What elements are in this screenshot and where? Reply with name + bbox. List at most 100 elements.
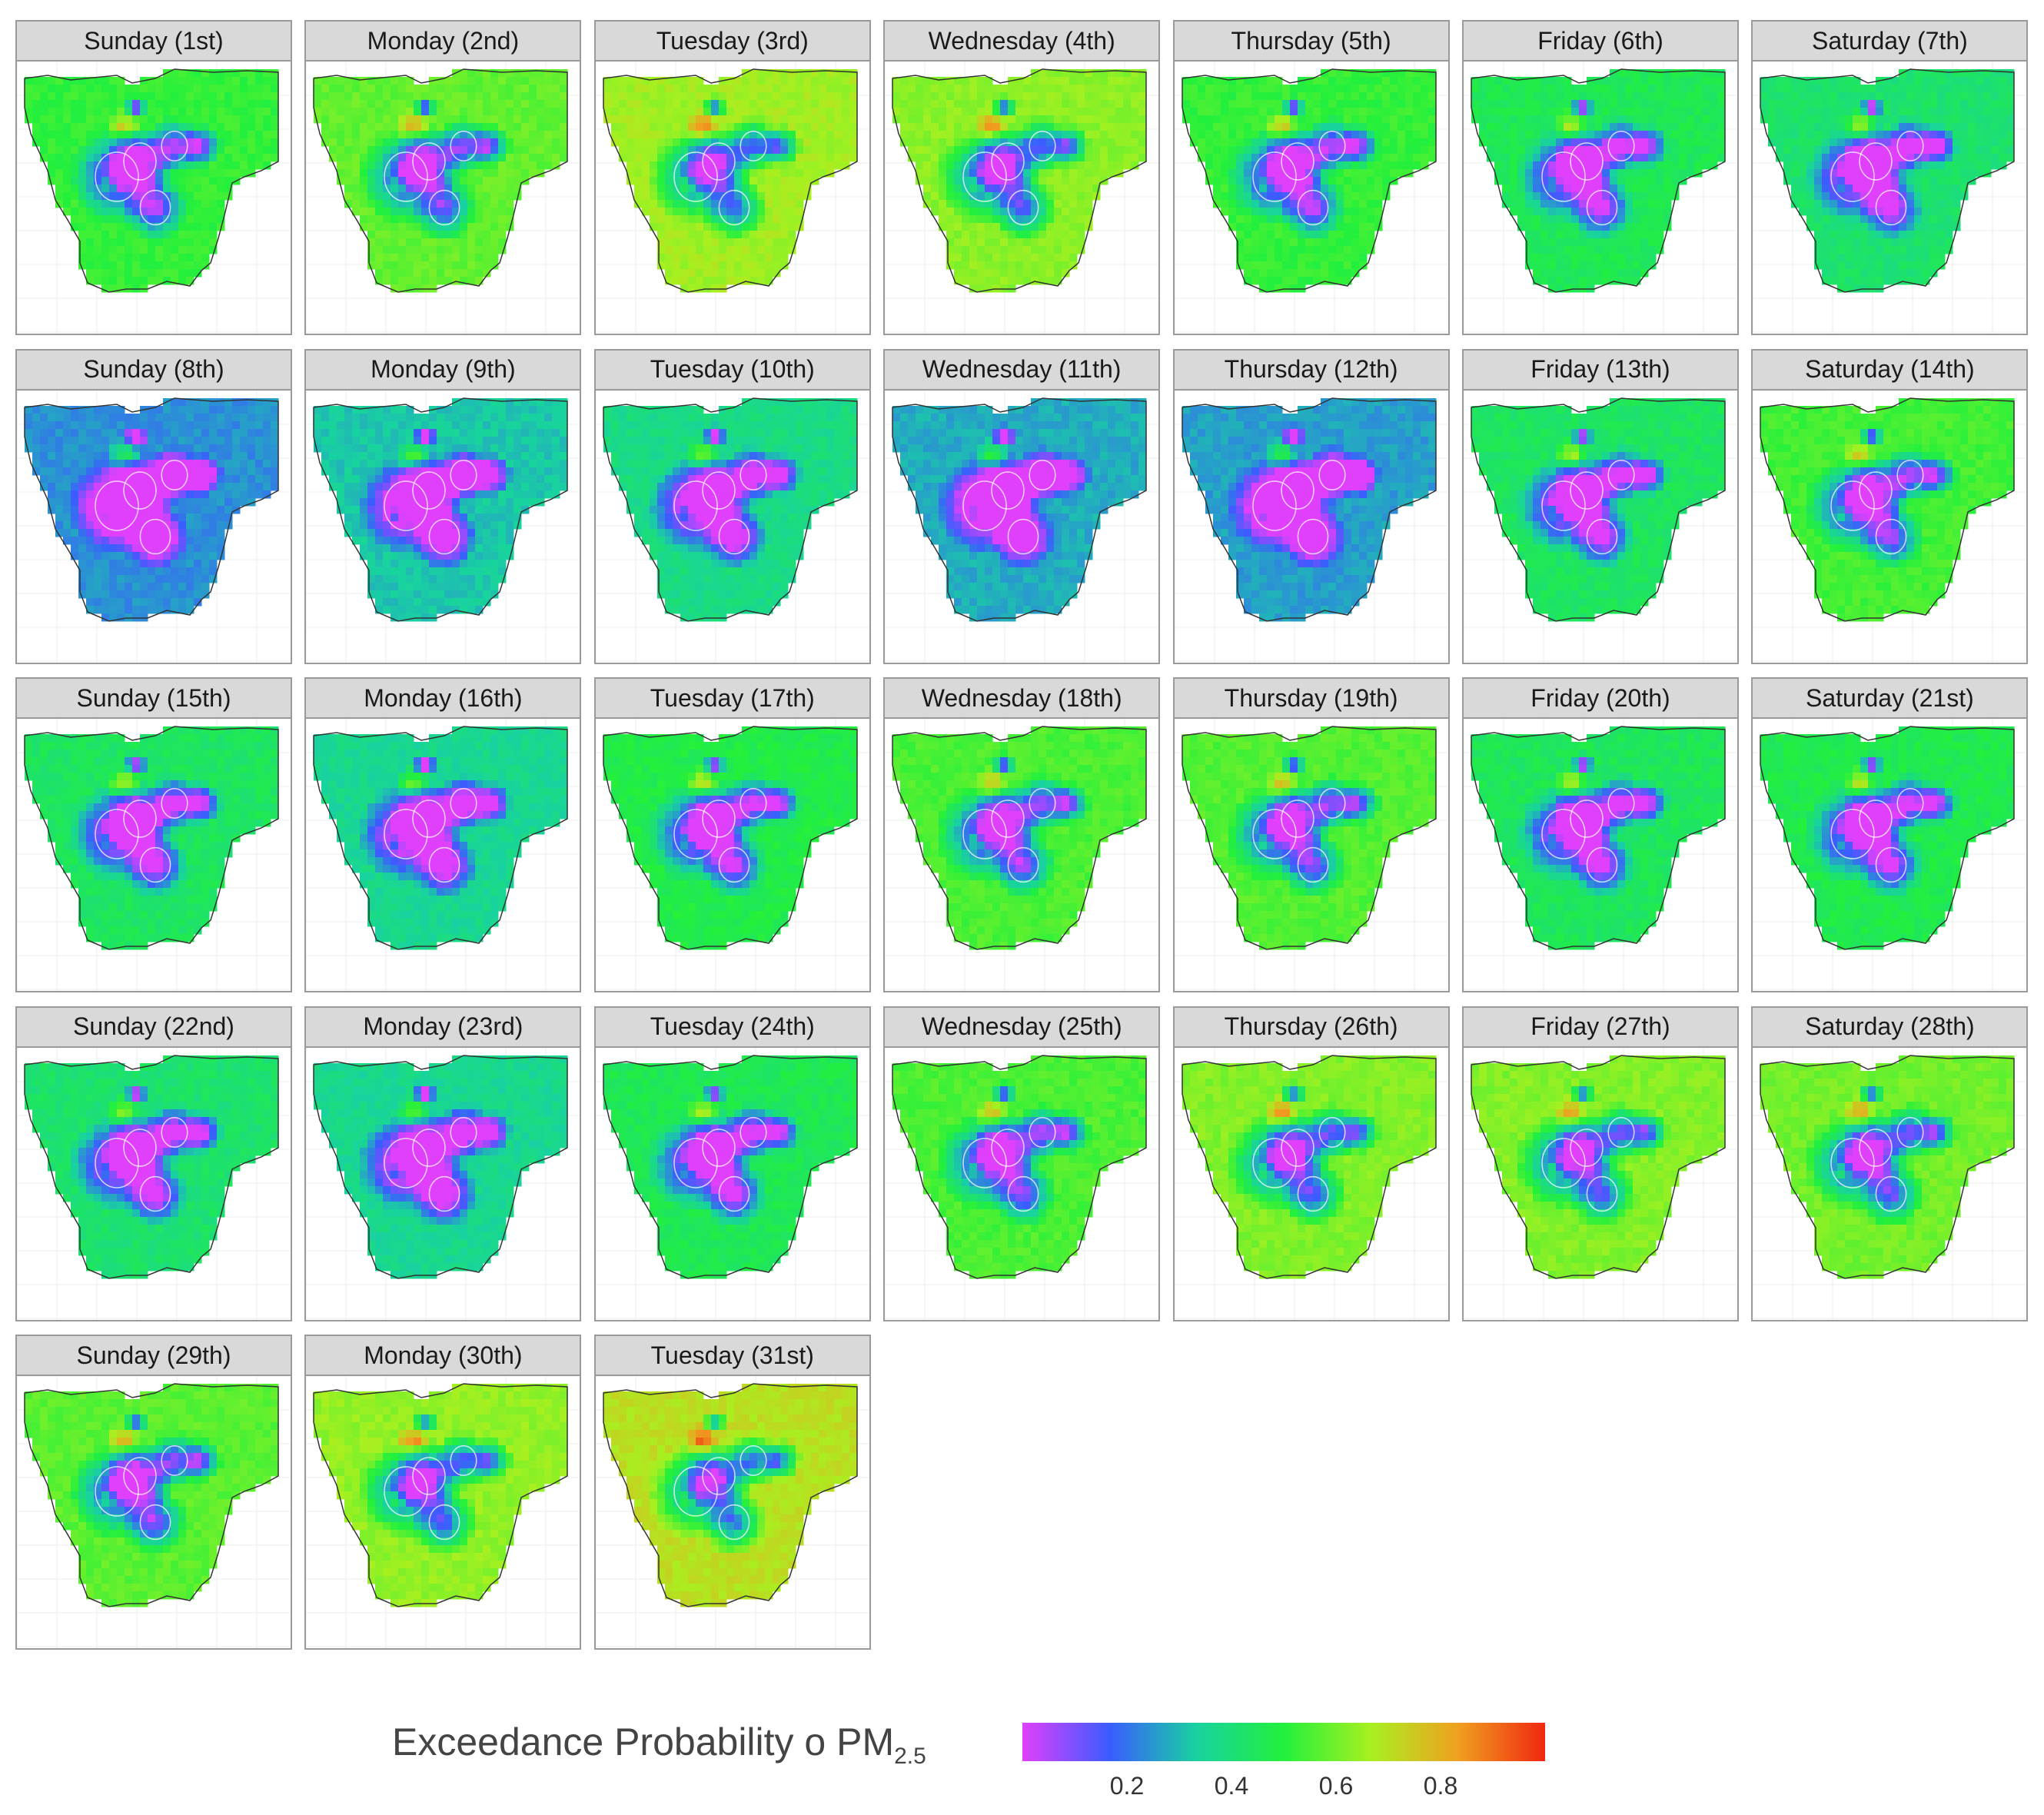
heat-cell	[1822, 100, 1830, 108]
heat-cell	[1791, 115, 1800, 124]
heat-cell	[421, 169, 430, 178]
heat-cell	[1830, 115, 1838, 124]
heat-cell	[969, 238, 978, 247]
heat-cell	[1358, 169, 1368, 178]
heat-cell	[841, 154, 850, 162]
heat-cell	[1274, 277, 1283, 285]
heat-cell	[1517, 192, 1526, 201]
heat-cell	[1556, 138, 1564, 147]
heat-cell	[498, 92, 507, 101]
heat-cell	[490, 100, 499, 108]
heat-cell	[1412, 69, 1421, 78]
heat-cell	[1656, 108, 1664, 116]
heat-cell	[1868, 85, 1876, 93]
heat-cell	[337, 77, 345, 85]
heat-cell	[710, 246, 720, 254]
heat-cell	[1710, 154, 1718, 162]
heat-cell	[1610, 146, 1618, 155]
heat-cell	[1092, 100, 1101, 108]
heat-cell	[263, 161, 271, 170]
heat-cell	[1046, 184, 1055, 193]
heat-cell	[1548, 169, 1557, 178]
heat-cell	[1131, 85, 1139, 93]
heat-cell	[186, 200, 194, 208]
heat-cell	[1381, 146, 1391, 155]
heat-cell	[537, 77, 545, 85]
heat-cell	[680, 138, 689, 147]
heat-cell	[1891, 184, 1899, 193]
heat-cell	[1108, 131, 1116, 139]
heat-cell	[483, 100, 491, 108]
heat-cell	[483, 261, 491, 270]
heat-cell	[248, 77, 256, 85]
heat-cell	[1799, 161, 1807, 170]
heat-cell	[1791, 100, 1800, 108]
heat-cell	[818, 69, 827, 78]
heat-cell	[803, 154, 812, 162]
heat-cell	[1868, 100, 1876, 108]
heat-cell	[201, 85, 210, 93]
heat-cell	[178, 238, 187, 247]
heat-cell	[1610, 261, 1618, 270]
heat-cell	[923, 131, 932, 139]
heat-cell	[337, 85, 345, 93]
heat-cell	[452, 146, 460, 155]
heat-cell	[48, 77, 56, 85]
heat-cell	[703, 100, 712, 108]
heat-cell	[321, 123, 330, 131]
heat-cell	[1937, 177, 1946, 185]
heat-cell	[513, 184, 522, 193]
heat-cell	[962, 146, 970, 155]
heat-cell	[946, 238, 955, 247]
heat-cell	[1212, 200, 1221, 208]
heat-cell	[1960, 131, 1969, 139]
heat-cell	[680, 169, 689, 178]
heat-cell	[1251, 223, 1260, 231]
region-outline	[313, 68, 569, 293]
heat-cell	[1251, 277, 1260, 285]
heat-cell	[1510, 154, 1518, 162]
heat-cell	[178, 231, 187, 239]
heat-cell	[1587, 177, 1595, 185]
heat-cell	[1197, 154, 1206, 162]
heat-cell	[1487, 77, 1495, 85]
heat-cell	[117, 131, 125, 139]
heat-cell	[467, 77, 476, 85]
heat-cell	[1487, 154, 1495, 162]
heat-cell	[132, 138, 141, 147]
heat-cell	[1556, 208, 1564, 216]
heat-cell	[1633, 177, 1641, 185]
heat-cell	[795, 169, 804, 178]
heat-cell	[1602, 154, 1610, 162]
heat-cell	[86, 131, 95, 139]
heat-cell	[916, 169, 924, 178]
heat-cell	[1351, 77, 1360, 85]
heat-cell	[1891, 100, 1899, 108]
heat-cell	[1266, 161, 1275, 170]
heat-cell	[178, 269, 187, 278]
heat-cell	[1806, 154, 1815, 162]
heat-cell	[1845, 138, 1853, 147]
heat-cell	[1517, 177, 1526, 185]
heat-cell	[352, 184, 361, 193]
heat-cell	[1837, 177, 1846, 185]
heat-cell	[1922, 77, 1930, 85]
heat-cell	[1602, 169, 1610, 178]
heat-cell	[841, 115, 850, 124]
heat-cell	[1906, 177, 1915, 185]
heat-cell	[1633, 246, 1641, 254]
heat-cell	[1062, 85, 1070, 93]
heat-cell	[529, 169, 537, 178]
heat-cell	[1251, 215, 1260, 224]
heat-cell	[618, 77, 627, 85]
heat-cell	[209, 215, 218, 224]
heat-cell	[1648, 92, 1657, 101]
heat-cell	[977, 269, 985, 278]
heat-cell	[171, 123, 179, 131]
heat-cell	[132, 269, 141, 278]
heat-cell	[460, 131, 468, 139]
heat-cell	[795, 123, 804, 131]
heat-cell	[1108, 108, 1116, 116]
heat-cell	[375, 115, 384, 124]
heat-cell	[664, 208, 673, 216]
